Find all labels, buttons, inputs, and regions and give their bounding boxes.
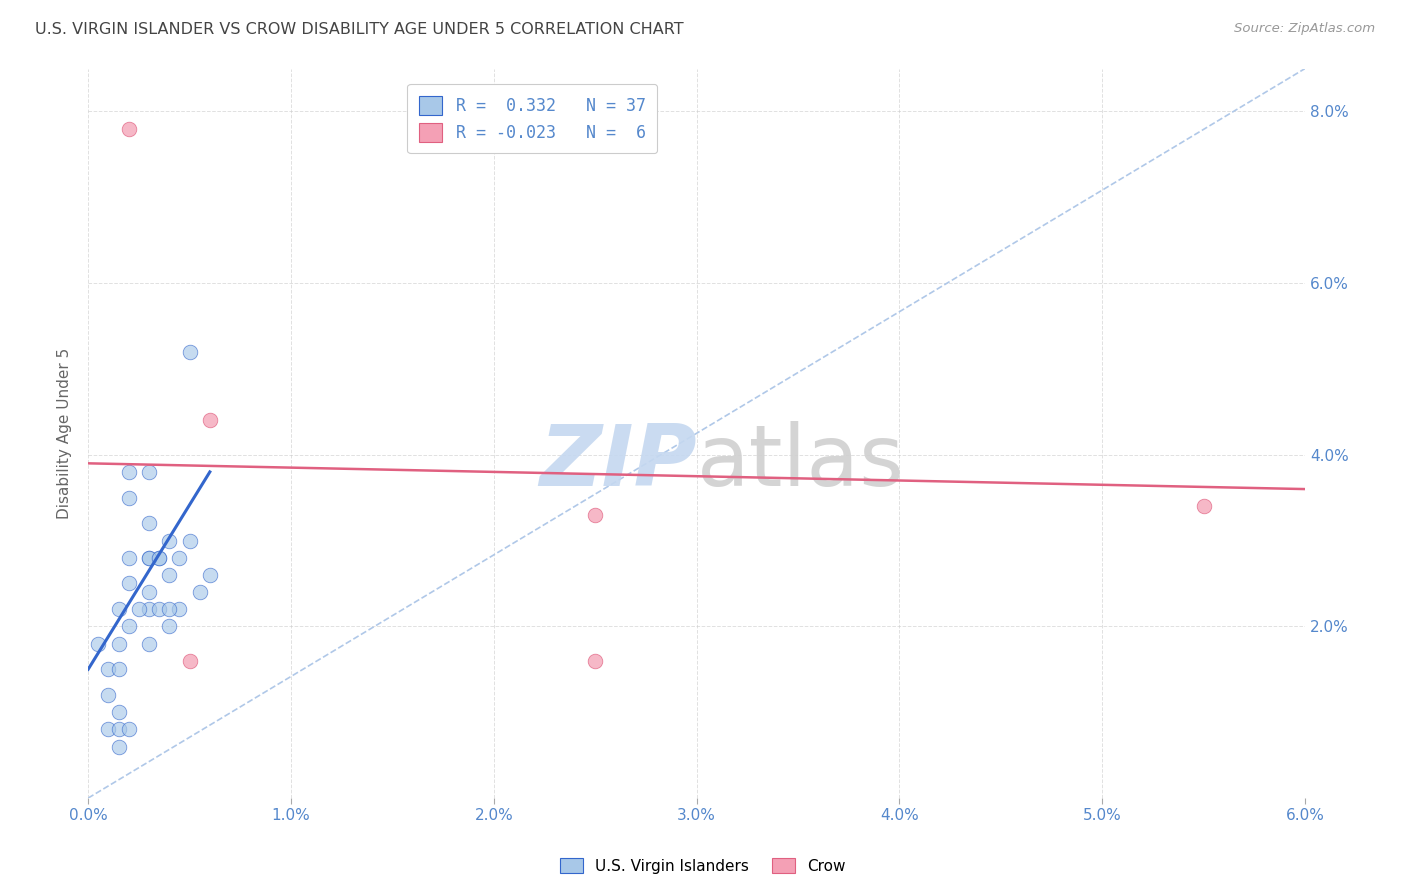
- Point: [118, 576, 141, 591]
- Point: [148, 550, 170, 565]
- Point: [118, 723, 141, 737]
- Point: [107, 705, 129, 719]
- Point: [138, 602, 160, 616]
- Point: [1192, 500, 1215, 514]
- Text: U.S. VIRGIN ISLANDER VS CROW DISABILITY AGE UNDER 5 CORRELATION CHART: U.S. VIRGIN ISLANDER VS CROW DISABILITY …: [35, 22, 683, 37]
- Point: [107, 602, 129, 616]
- Point: [179, 533, 201, 548]
- Point: [128, 602, 150, 616]
- Point: [118, 465, 141, 479]
- Point: [157, 533, 180, 548]
- Point: [169, 602, 191, 616]
- Point: [118, 121, 141, 136]
- Point: [138, 516, 160, 531]
- Point: [179, 344, 201, 359]
- Point: [107, 662, 129, 676]
- Point: [157, 619, 180, 633]
- Text: atlas: atlas: [696, 421, 904, 504]
- Point: [97, 723, 120, 737]
- Point: [138, 465, 160, 479]
- Point: [118, 619, 141, 633]
- Point: [148, 550, 170, 565]
- Point: [138, 550, 160, 565]
- Point: [107, 739, 129, 754]
- Point: [138, 550, 160, 565]
- Point: [157, 568, 180, 582]
- Point: [107, 723, 129, 737]
- Point: [198, 413, 221, 427]
- Point: [198, 568, 221, 582]
- Point: [188, 585, 211, 599]
- Text: ZIP: ZIP: [538, 421, 696, 504]
- Point: [148, 602, 170, 616]
- Point: [97, 662, 120, 676]
- Point: [583, 508, 606, 522]
- Point: [157, 602, 180, 616]
- Point: [118, 550, 141, 565]
- Point: [107, 636, 129, 650]
- Point: [583, 654, 606, 668]
- Point: [138, 636, 160, 650]
- Point: [138, 585, 160, 599]
- Text: Source: ZipAtlas.com: Source: ZipAtlas.com: [1234, 22, 1375, 36]
- Point: [179, 654, 201, 668]
- Point: [118, 491, 141, 505]
- Point: [169, 550, 191, 565]
- Legend: R =  0.332   N = 37, R = -0.023   N =  6: R = 0.332 N = 37, R = -0.023 N = 6: [408, 84, 658, 153]
- Point: [97, 688, 120, 702]
- Legend: U.S. Virgin Islanders, Crow: U.S. Virgin Islanders, Crow: [554, 852, 852, 880]
- Point: [87, 636, 110, 650]
- Y-axis label: Disability Age Under 5: Disability Age Under 5: [58, 348, 72, 519]
